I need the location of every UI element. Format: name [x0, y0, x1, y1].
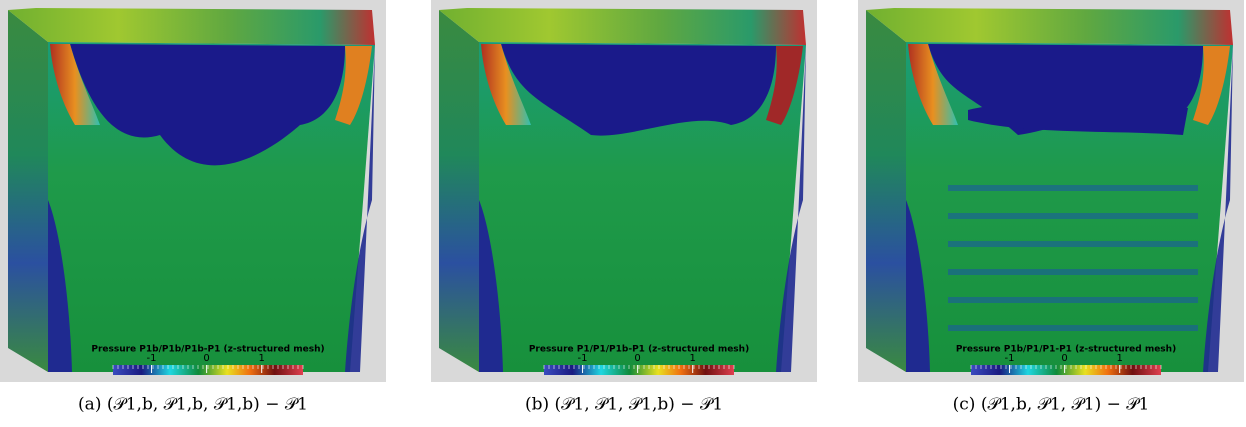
colorbar-tick-label: -1: [147, 353, 157, 364]
colorbar-tick-label: -1: [1005, 353, 1015, 364]
cube-top-face: [866, 8, 1233, 45]
cube-left-face: [439, 10, 479, 372]
figure: Pressure P1b/P1b/P1b-P1 (z-structured me…: [0, 0, 1246, 423]
pressure-band: [948, 213, 1198, 219]
colorbar-tick-label: 1: [259, 353, 265, 364]
colorbar-tick-label: -1: [578, 353, 588, 364]
colorbar-tick-label: 1: [690, 353, 696, 364]
colorbar-tick-label: 0: [203, 353, 209, 364]
pressure-band: [948, 241, 1198, 247]
colorbar-tick-label: 0: [1061, 353, 1067, 364]
cube-top-face: [8, 8, 375, 45]
cube-left-face: [8, 10, 48, 372]
panel: Pressure P1/P1/P1b-P1 (z-structured mesh…: [431, 0, 817, 415]
cube-left-face: [866, 10, 906, 372]
panel: Pressure P1b/P1/P1-P1 (z-structured mesh…: [858, 0, 1244, 415]
cube-top-face: [439, 8, 806, 45]
caption: (b) (𝒫1, 𝒫1, 𝒫1,b) − 𝒫1: [525, 395, 723, 415]
colorbar-tick-label: 1: [1117, 353, 1123, 364]
pressure-band: [948, 297, 1198, 303]
pressure-band: [948, 325, 1198, 331]
caption: (c) (𝒫1,b, 𝒫1, 𝒫1) − 𝒫1: [953, 395, 1150, 415]
caption: (a) (𝒫1,b, 𝒫1,b, 𝒫1,b) − 𝒫1: [78, 395, 308, 415]
colorbar-tick-label: 0: [634, 353, 640, 364]
pressure-band: [948, 185, 1198, 191]
panel: Pressure P1b/P1b/P1b-P1 (z-structured me…: [0, 0, 386, 415]
pressure-band: [948, 269, 1198, 275]
